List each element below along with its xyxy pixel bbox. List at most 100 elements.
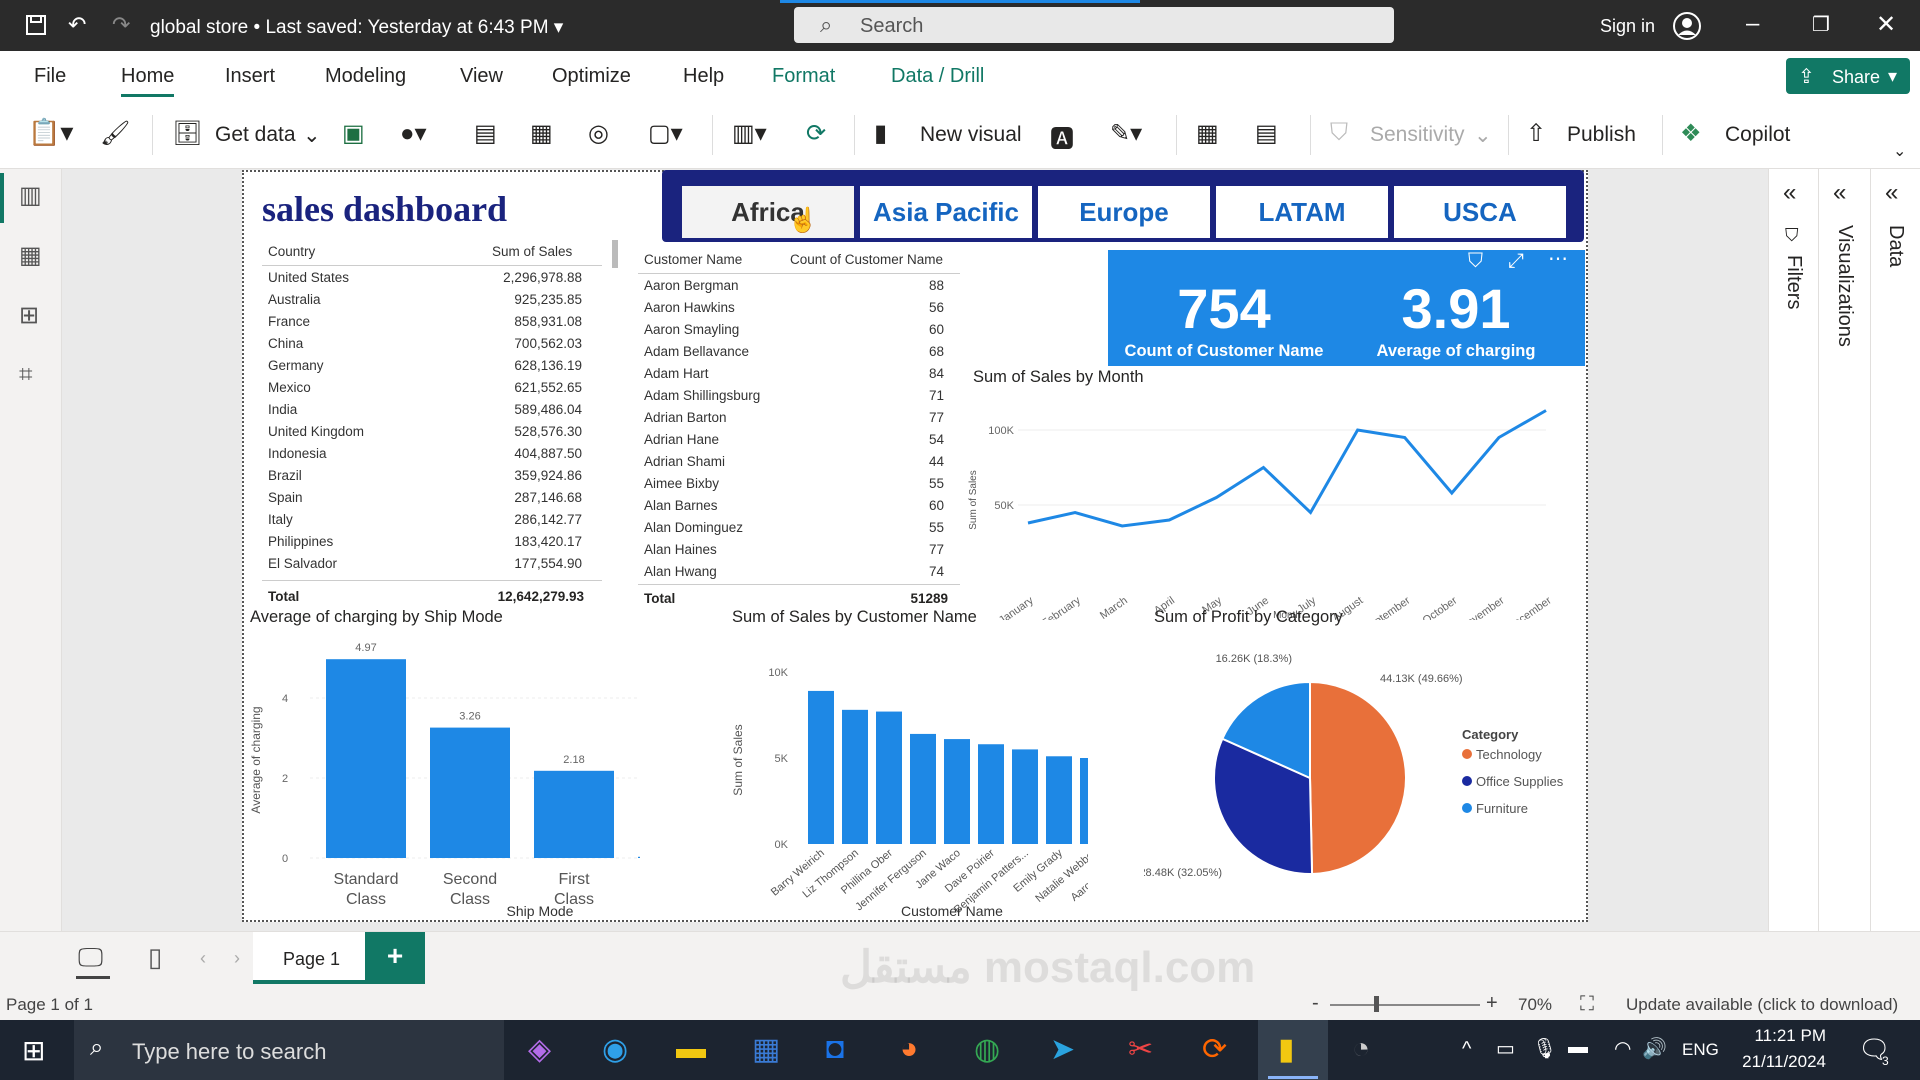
table-row[interactable]: Alan Hwang 74 (638, 560, 954, 582)
clock-time[interactable]: 11:21 PM (1754, 1026, 1826, 1045)
show-hidden-icons[interactable]: ^ (1462, 1038, 1472, 1060)
clock-date[interactable]: 21/11/2024 (1742, 1052, 1826, 1071)
table-row[interactable]: Adrian Shami 44 (638, 450, 954, 472)
quick-measure-icon[interactable]: ▤ (1255, 120, 1278, 147)
dax-query-icon[interactable]: ⌗ (19, 361, 33, 388)
update-link[interactable]: Update available (click to download) (1626, 995, 1899, 1014)
save-icon[interactable] (24, 13, 48, 37)
table-row[interactable]: Adrian Hane 54 (638, 428, 954, 450)
model-view-icon[interactable]: ⊞ (19, 302, 40, 329)
transform-data-icon[interactable]: ▥▾ (732, 120, 767, 147)
table-view-icon[interactable]: ▦ (19, 242, 42, 269)
table-row[interactable]: United Kingdom 528,576.30 (262, 420, 592, 442)
account-icon[interactable] (1672, 11, 1702, 41)
mobile-layout-icon[interactable]: ▯ (148, 942, 163, 972)
more-options-icon[interactable]: ⋯ (1548, 248, 1568, 270)
menu-insert[interactable]: Insert (225, 65, 276, 87)
report-view-icon[interactable]: ▥ (19, 182, 42, 209)
file-explorer-icon[interactable]: ▬ (676, 1032, 706, 1065)
table-row[interactable]: China 700,562.03 (262, 332, 592, 354)
chevron-down-icon[interactable]: ⌄ (303, 124, 321, 147)
wifi-icon[interactable]: ◠ (1614, 1038, 1632, 1060)
sensitivity-button[interactable]: Sensitivity (1370, 123, 1465, 146)
filter-icon[interactable]: ⛉ (1468, 250, 1483, 272)
table-row[interactable]: Italy 286,142.77 (262, 508, 592, 530)
table-row[interactable]: Aaron Hawkins 56 (638, 296, 954, 318)
menu-optimize[interactable]: Optimize (552, 65, 631, 87)
edge-icon[interactable]: ◉ (602, 1033, 629, 1066)
refresh-icon[interactable]: ⟳ (806, 120, 827, 147)
table-row[interactable]: Mexico 621,552.65 (262, 376, 592, 398)
add-page-button[interactable]: + (365, 932, 425, 984)
undo-icon[interactable]: ↶ (68, 12, 87, 37)
table-row[interactable]: Adam Bellavance 68 (638, 340, 954, 362)
menu-help[interactable]: Help (683, 65, 725, 87)
kpi-card[interactable]: ⛉ ⤢ ⋯ 754 Count of Customer Name 3.91 Av… (1108, 248, 1585, 366)
sign-in-link[interactable]: Sign in (1600, 16, 1656, 36)
charging-by-ship-mode-chart[interactable]: 0 2 4 4.97 Standard Class 3.26 Second Class 2.18 F… (248, 630, 640, 920)
telegram-icon[interactable]: ➤ (1050, 1033, 1076, 1066)
table-row[interactable]: Indonesia 404,887.50 (262, 442, 592, 464)
sql-icon[interactable]: ▤ (474, 120, 497, 147)
table-row[interactable]: El Salvador 177,554.90 (262, 552, 592, 574)
column-header-count[interactable]: Count of Customer Name (790, 252, 944, 267)
tab-page-1[interactable]: Page 1 (253, 932, 365, 984)
data-pane[interactable]: « Data (1871, 169, 1920, 931)
outlook-icon[interactable]: ◘ (826, 1032, 845, 1065)
scrollbar[interactable] (612, 240, 618, 268)
menu-format[interactable]: Format (772, 65, 836, 87)
fit-to-page-icon[interactable]: ⛶ (1580, 993, 1594, 1015)
table-row[interactable]: France 858,931.08 (262, 310, 592, 332)
paste-icon[interactable]: 📋▾ (28, 117, 74, 147)
customer-count-table[interactable]: Customer Name Count of Customer Name Aar… (638, 248, 960, 610)
zoom-out-icon[interactable]: - (1312, 992, 1319, 1014)
filters-pane[interactable]: « ⛉ Filters (1769, 169, 1819, 931)
dataverse-icon[interactable]: ◎ (588, 120, 609, 147)
table-row[interactable]: Alan Dominguez 55 (638, 516, 954, 538)
visualizations-pane[interactable]: « Visualizations (1819, 169, 1871, 931)
excel-icon[interactable]: ▣ (342, 120, 365, 147)
language-indicator[interactable]: ENG (1682, 1040, 1719, 1059)
expand-icon[interactable]: « (1833, 179, 1847, 206)
table-row[interactable]: Germany 628,136.19 (262, 354, 592, 376)
table-row[interactable]: Aaron Bergman 88 (638, 274, 954, 296)
chrome-icon[interactable]: ◍ (974, 1033, 1001, 1066)
menu-file[interactable]: File (34, 65, 67, 87)
collapse-ribbon-icon[interactable]: ⌄ (1893, 143, 1907, 160)
table-row[interactable]: Adrian Barton 77 (638, 406, 954, 428)
powerbi-taskbar-button[interactable]: ▮ (1258, 1020, 1328, 1080)
document-title[interactable]: global store • Last saved: Yesterday at … (150, 17, 564, 38)
copilot-button[interactable]: Copilot (1725, 123, 1791, 146)
slicer-asia-pacific[interactable]: Asia Pacific (858, 184, 1034, 240)
table-row[interactable]: Aaron Smayling 60 (638, 318, 954, 340)
zoom-slider[interactable] (1330, 1004, 1480, 1006)
firefox-icon[interactable]: ◕ (900, 1032, 919, 1065)
share-button[interactable]: ⇪ Share ▾ (1786, 58, 1910, 94)
table-row[interactable]: Adam Hart 84 (638, 362, 954, 384)
table-row[interactable]: Adam Shillingsburg 71 (638, 384, 954, 406)
column-header-customer-name[interactable]: Customer Name (644, 252, 743, 267)
get-data-button[interactable]: Get data (215, 123, 296, 146)
close-icon[interactable]: ✕ (1876, 11, 1897, 38)
battery-icon[interactable]: ▬ (1568, 1036, 1588, 1058)
slicer-usca[interactable]: USCA (1392, 184, 1568, 240)
menu-home[interactable]: Home (121, 65, 175, 97)
publish-button[interactable]: Publish (1567, 123, 1636, 146)
profit-by-category-chart[interactable]: 44.13K (49.66%) 28.48K (32.05%) 16.26K (18… (1144, 630, 1584, 920)
search-box[interactable]: ⌕ Search (794, 7, 1394, 43)
desktop-layout-icon[interactable]: 🖵 (78, 942, 104, 972)
expand-icon[interactable]: « (1783, 179, 1797, 206)
microphone-icon[interactable]: 🎙 (1532, 1038, 1558, 1060)
table-row[interactable]: Brazil 359,924.86 (262, 464, 592, 486)
table-row[interactable]: Aimee Bixby 55 (638, 472, 954, 494)
zoom-in-icon[interactable]: + (1486, 992, 1498, 1014)
menu-modeling[interactable]: Modeling (325, 65, 407, 87)
notifications-icon[interactable]: 🗨 (1858, 1034, 1892, 1064)
new-visual-button[interactable]: New visual (920, 123, 1022, 146)
taskbar-search[interactable]: ⌕ Type here to search (74, 1020, 504, 1080)
redo-icon[interactable]: ↷ (112, 12, 131, 37)
column-header-country[interactable]: Country (268, 244, 316, 259)
expand-icon[interactable]: « (1885, 179, 1899, 206)
menu-data-drill[interactable]: Data / Drill (891, 65, 985, 87)
